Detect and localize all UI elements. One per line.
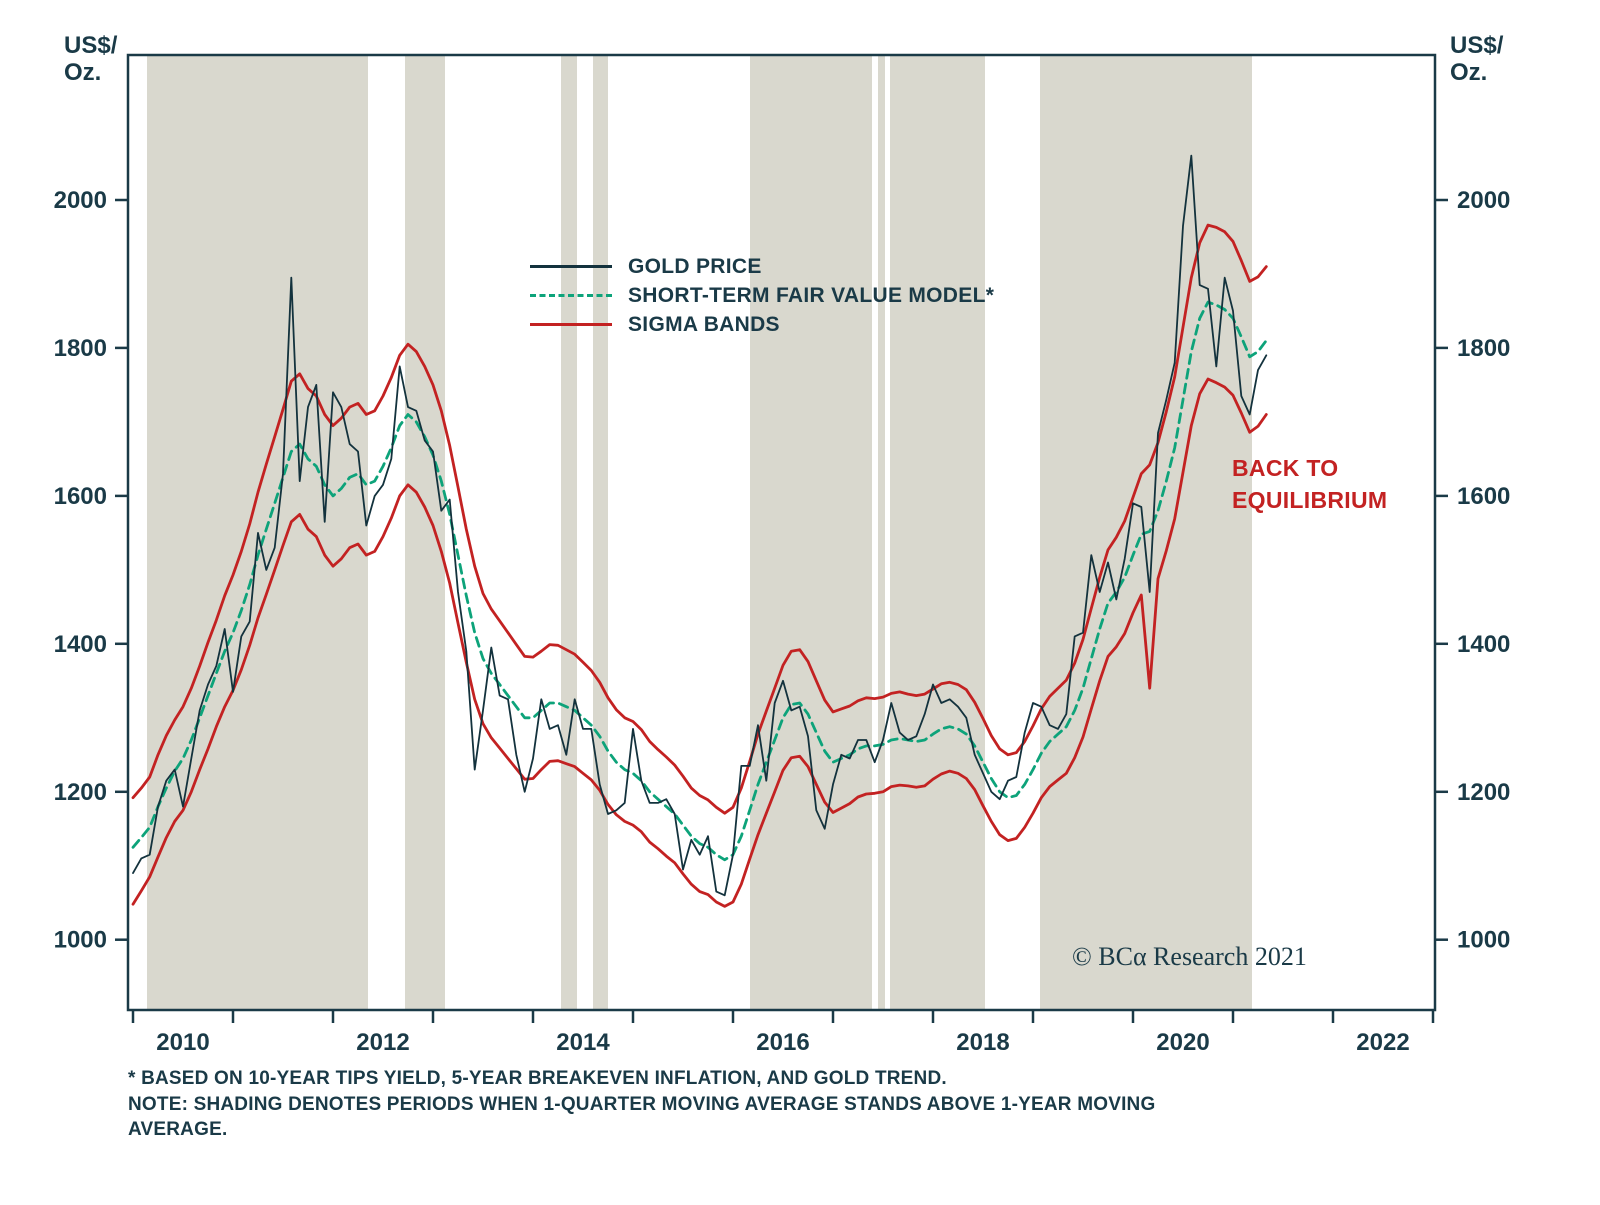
chart-legend: GOLD PRICE SHORT-TERM FAIR VALUE MODEL* … bbox=[530, 252, 994, 339]
sigma-band-upper-line bbox=[131, 223, 1268, 815]
back-to-equilibrium-annotation: BACK TO EQUILIBRIUM bbox=[1232, 452, 1387, 516]
shading-band bbox=[750, 55, 872, 1010]
copyright-notice: © BCα Research 2021 bbox=[1072, 942, 1307, 971]
y-tick-label-left: 1000 bbox=[54, 927, 107, 954]
y-tick-label-right: 1400 bbox=[1457, 631, 1510, 658]
shading-band bbox=[405, 55, 445, 1010]
shading-bands bbox=[147, 55, 1252, 1010]
footnote-shading-note: NOTE: SHADING DENOTES PERIODS WHEN 1-QUA… bbox=[128, 1093, 1156, 1141]
y-tick-label-left: 1400 bbox=[54, 631, 107, 658]
legend-label-sigma-bands: SIGMA BANDS bbox=[628, 312, 780, 336]
legend-label-fair-value-model: SHORT-TERM FAIR VALUE MODEL* bbox=[628, 283, 995, 307]
x-tick-label: 2012 bbox=[356, 1029, 409, 1056]
y-axis-unit-line: Oz. bbox=[1450, 59, 1488, 86]
sigma-band-lower-line bbox=[131, 377, 1268, 908]
y-axis-unit-line: Oz. bbox=[64, 59, 102, 86]
x-tick-label: 2022 bbox=[1356, 1029, 1409, 1056]
y-axis-unit-left: US$/ Oz. bbox=[64, 32, 117, 86]
legend-item-fair-value-model: SHORT-TERM FAIR VALUE MODEL* bbox=[530, 281, 994, 310]
shading-band bbox=[878, 55, 885, 1010]
y-tick-label-left: 1600 bbox=[54, 483, 107, 510]
x-tick-label: 2018 bbox=[956, 1029, 1009, 1056]
y-axis-unit-line: US$/ bbox=[1450, 32, 1504, 59]
x-tick-label: 2014 bbox=[556, 1029, 610, 1056]
plot-frame bbox=[126, 53, 1437, 1012]
fair-value-model-line-sample bbox=[530, 294, 612, 297]
legend-label-gold-price: GOLD PRICE bbox=[628, 254, 762, 278]
y-tick-label-left: 1200 bbox=[54, 779, 107, 806]
data-series bbox=[131, 154, 1268, 908]
chart-footnotes: * BASED ON 10-YEAR TIPS YIELD, 5-YEAR BR… bbox=[128, 1066, 1228, 1143]
sigma-bands-line-sample bbox=[530, 323, 612, 326]
y-tick-label-right: 1000 bbox=[1457, 927, 1510, 954]
footnote-model-definition: * BASED ON 10-YEAR TIPS YIELD, 5-YEAR BR… bbox=[128, 1068, 947, 1089]
x-tick-label: 2020 bbox=[1156, 1029, 1209, 1056]
shading-band bbox=[890, 55, 985, 1010]
y-axis-unit-right: US$/ Oz. bbox=[1450, 32, 1503, 86]
annotation-line: BACK TO bbox=[1232, 455, 1339, 481]
axes: 2010 2012 2014 2016 2018 2020 2022 1000 1000 1200… bbox=[54, 53, 1510, 1056]
shading-band bbox=[593, 55, 608, 1010]
x-tick-label: 2016 bbox=[756, 1029, 809, 1056]
y-tick-label-right: 1600 bbox=[1457, 483, 1510, 510]
y-tick-label-left: 1800 bbox=[54, 335, 107, 362]
y-axis-unit-line: US$/ bbox=[64, 32, 118, 59]
y-tick-label-right: 1200 bbox=[1457, 779, 1510, 806]
gold-price-line bbox=[132, 154, 1268, 897]
shading-band bbox=[561, 55, 577, 1010]
legend-item-sigma-bands: SIGMA BANDS bbox=[530, 310, 994, 339]
x-tick-label: 2010 bbox=[156, 1029, 209, 1056]
y-tick-label-right: 1800 bbox=[1457, 335, 1510, 362]
y-tick-label-left: 2000 bbox=[54, 187, 107, 214]
y-tick-label-right: 2000 bbox=[1457, 187, 1510, 214]
annotation-line: EQUILIBRIUM bbox=[1232, 487, 1388, 513]
gold-price-line-sample bbox=[530, 265, 612, 268]
legend-item-gold-price: GOLD PRICE bbox=[530, 252, 994, 281]
